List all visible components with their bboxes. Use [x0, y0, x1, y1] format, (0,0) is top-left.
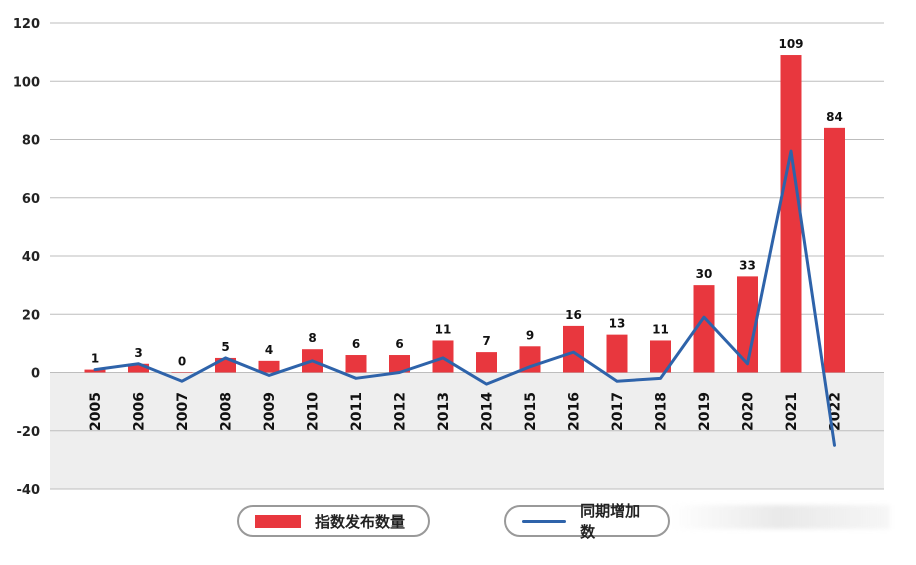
- bar-data-label: 9: [526, 328, 534, 342]
- bar-data-label: 11: [652, 322, 669, 336]
- y-axis-ticks: -40 -20 0 20 40 60 80 100 120: [13, 17, 40, 498]
- bar-data-label: 11: [435, 322, 452, 336]
- bar: [476, 352, 497, 373]
- bar-data-label: 1: [91, 352, 99, 366]
- bar: [389, 355, 410, 373]
- x-tick-label: 2005: [88, 392, 104, 431]
- x-tick-label: 2008: [219, 392, 235, 431]
- bar-data-label: 109: [778, 37, 803, 51]
- x-tick-label: 2017: [610, 392, 626, 431]
- line-series-path: [93, 149, 836, 447]
- bar-data-label: 3: [134, 346, 142, 360]
- line-series: [93, 149, 836, 447]
- x-tick-label: 2009: [262, 392, 278, 431]
- x-tick-label: 2012: [393, 392, 409, 431]
- bar: [128, 363, 149, 373]
- bar: [171, 372, 193, 373]
- y-tick-label: 80: [22, 134, 40, 149]
- bar-data-label: 84: [826, 110, 843, 124]
- legend-line-swatch: [522, 519, 567, 523]
- x-tick-label: 2016: [567, 392, 583, 431]
- bars-series: [84, 55, 845, 373]
- y-tick-label: -40: [17, 483, 41, 498]
- x-tick-label: 2019: [697, 392, 713, 431]
- legend-bar-label: 指数发布数量: [315, 512, 406, 531]
- bar-data-label: 33: [739, 258, 756, 272]
- bar: [650, 340, 671, 373]
- y-tick-label: 100: [13, 75, 40, 90]
- bar-data-label: 16: [565, 308, 582, 322]
- y-tick-label: 120: [13, 17, 40, 32]
- bar: [824, 127, 845, 373]
- bar: [563, 325, 584, 373]
- y-tick-label: 20: [22, 308, 40, 323]
- bar-data-label: 30: [696, 267, 713, 281]
- bar: [606, 334, 628, 373]
- bar-data-label: 8: [308, 331, 316, 345]
- watermark: [670, 505, 890, 529]
- legend-line-label: 同期增加数: [580, 502, 641, 541]
- y-tick-label: -20: [17, 425, 41, 440]
- x-tick-label: 2020: [741, 392, 757, 431]
- bar-data-label: 7: [482, 334, 490, 348]
- legend-bar-swatch: [255, 514, 301, 528]
- bar-data-label: 4: [265, 343, 273, 357]
- bar: [258, 360, 280, 373]
- x-tick-label: 2021: [784, 392, 800, 431]
- bar: [780, 55, 802, 373]
- y-tick-label: 60: [22, 192, 40, 207]
- x-tick-label: 2018: [654, 392, 670, 431]
- x-tick-label: 2007: [175, 392, 191, 431]
- y-tick-label: 40: [22, 250, 40, 265]
- legend-bar: 指数发布数量: [237, 505, 430, 537]
- x-tick-label: 2010: [306, 392, 322, 431]
- x-tick-label: 2014: [480, 392, 496, 431]
- x-tick-label: 2015: [523, 392, 539, 431]
- bar: [693, 285, 715, 373]
- x-tick-label: 2006: [132, 392, 148, 431]
- bar-data-label: 5: [221, 340, 229, 354]
- x-tick-label: 2011: [349, 392, 365, 431]
- bar: [345, 355, 367, 373]
- y-tick-label: 0: [31, 367, 40, 382]
- bar-data-label: 0: [178, 355, 186, 369]
- x-axis-tick-labels: 2005 2006 2007 2008 2009 2010 2011 2012 2013 2014…: [88, 392, 844, 431]
- x-tick-label: 2013: [436, 392, 452, 431]
- bar: [737, 276, 758, 373]
- bar-data-label: 6: [352, 337, 360, 351]
- bar-data-label: 13: [609, 317, 626, 331]
- bar-data-label: 6: [395, 337, 403, 351]
- legend-line: 同期增加数: [504, 502, 670, 541]
